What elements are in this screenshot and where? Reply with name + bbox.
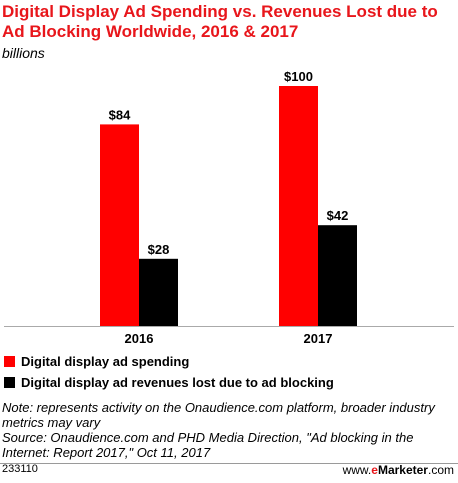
chart-id: 233110 xyxy=(2,463,38,475)
bar-spending-2016 xyxy=(100,124,139,327)
logo-accent: e xyxy=(371,463,378,477)
x-tick-label-2016: 2016 xyxy=(125,331,154,346)
bar-revenue-lost-2017 xyxy=(318,225,357,326)
emarketer-logo: www.eMarketer.com xyxy=(343,463,454,477)
logo-prefix: www. xyxy=(342,463,372,477)
legend-swatch-spending xyxy=(4,355,15,367)
data-label-revenue-lost-2016: $28 xyxy=(148,242,170,257)
bar-revenue-lost-2016 xyxy=(139,258,178,326)
source-text: Source: Onaudience.com and PHD Media Dir… xyxy=(2,430,414,460)
data-label-spending-2016: $84 xyxy=(109,107,131,122)
legend-item-revenue-lost: Digital display ad revenues lost due to … xyxy=(4,373,334,391)
note-text: Note: represents activity on the Onaudie… xyxy=(2,400,435,430)
footer-divider xyxy=(0,463,458,464)
logo-main: Marketer xyxy=(377,463,428,477)
chart-title: Digital Display Ad Spending vs. Revenues… xyxy=(2,2,438,41)
notes-block: Note: represents activity on the Onaudie… xyxy=(2,400,454,460)
data-label-revenue-lost-2017: $42 xyxy=(327,208,349,223)
logo-suffix: .com xyxy=(427,463,454,477)
chart-subtitle: billions xyxy=(2,45,45,61)
legend-item-spending: Digital display ad spending xyxy=(4,352,189,370)
x-tick-label-2017: 2017 xyxy=(304,331,333,346)
data-label-spending-2017: $100 xyxy=(284,69,313,84)
legend-swatch-revenue-lost xyxy=(4,376,15,388)
bar-spending-2017 xyxy=(279,86,318,326)
legend-label-spending: Digital display ad spending xyxy=(21,353,190,369)
legend-label-revenue-lost: Digital display ad revenues lost due to … xyxy=(21,374,334,390)
